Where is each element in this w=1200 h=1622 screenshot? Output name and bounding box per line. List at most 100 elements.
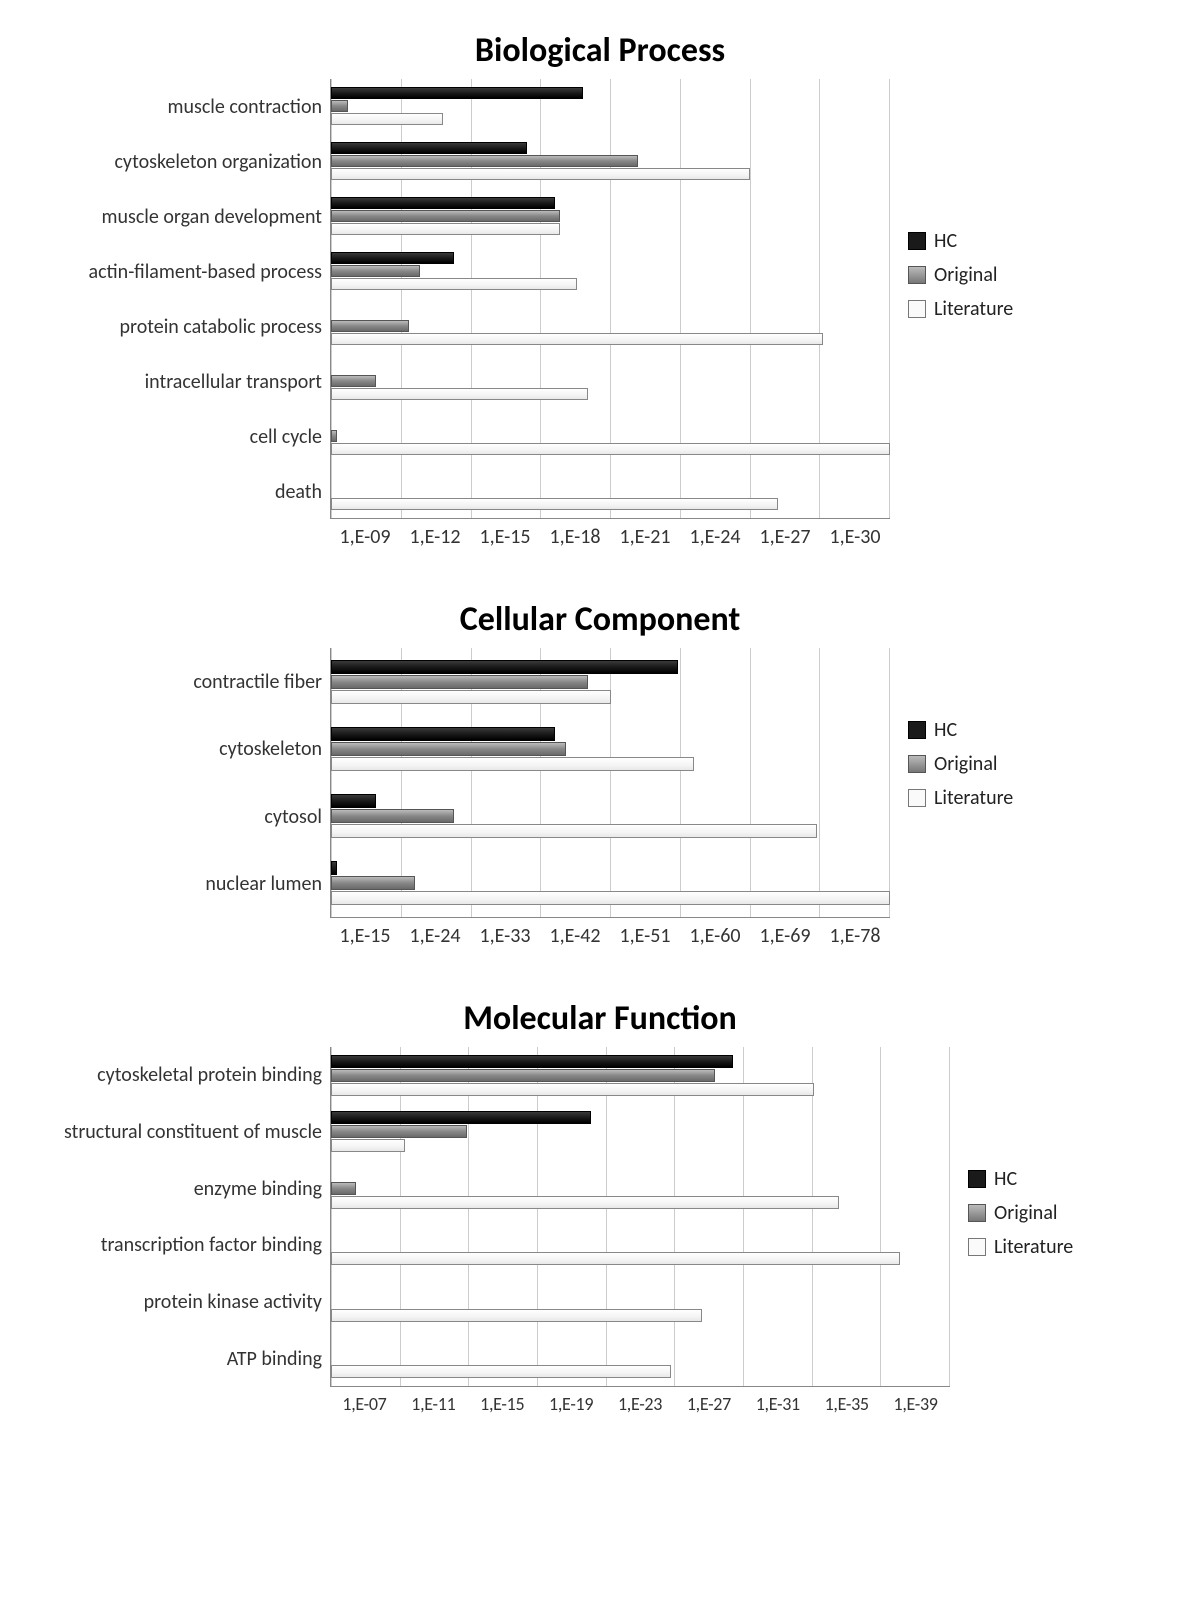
legend-label: HC xyxy=(934,229,957,253)
category-group xyxy=(331,850,890,917)
x-axis-tick: 1,E-69 xyxy=(750,924,820,948)
chart-body: cytoskeletal protein bindingstructural c… xyxy=(20,1047,1180,1415)
y-axis-label: muscle contraction xyxy=(20,79,322,134)
legend-label: Original xyxy=(934,752,998,776)
figure-root: Biological Processmuscle contractioncyto… xyxy=(20,30,1180,1415)
x-axis-tick: 1,E-42 xyxy=(540,924,610,948)
x-axis-tick: 1,E-18 xyxy=(540,525,610,549)
bar-original xyxy=(331,876,415,890)
x-axis-tick: 1,E-78 xyxy=(820,924,890,948)
x-axis-tick: 1,E-07 xyxy=(330,1393,399,1415)
legend-swatch-icon xyxy=(908,721,926,739)
category-group xyxy=(331,408,890,463)
x-axis-ticks: 1,E-091,E-121,E-151,E-181,E-211,E-241,E-… xyxy=(330,525,890,549)
legend-hc: HC xyxy=(968,1167,1073,1191)
bar-hc xyxy=(331,1055,733,1068)
bar-hc xyxy=(331,87,583,99)
bar-original xyxy=(331,1125,467,1138)
legend-swatch-icon xyxy=(908,789,926,807)
category-group xyxy=(331,1160,950,1217)
legend-label: Literature xyxy=(994,1235,1073,1259)
bar-literature xyxy=(331,757,694,771)
category-group xyxy=(331,1273,950,1330)
chart-title: Cellular Component xyxy=(20,599,1180,640)
category-group xyxy=(331,79,890,134)
category-group xyxy=(331,299,890,354)
chart-title: Biological Process xyxy=(20,30,1180,71)
bar-hc xyxy=(331,660,678,674)
plot-area-wrap: 1,E-151,E-241,E-331,E-421,E-511,E-601,E-… xyxy=(330,648,890,948)
bar-original xyxy=(331,675,588,689)
y-axis-labels: contractile fibercytoskeletoncytosolnucl… xyxy=(20,648,330,918)
x-axis-tick: 1,E-51 xyxy=(610,924,680,948)
x-axis-ticks: 1,E-151,E-241,E-331,E-421,E-511,E-601,E-… xyxy=(330,924,890,948)
y-axis-label: actin-filament-based process xyxy=(20,244,322,299)
legend-literature: Literature xyxy=(908,297,1013,321)
y-axis-label: cytoskeletal protein binding xyxy=(20,1047,322,1104)
legend-original: Original xyxy=(908,752,1013,776)
bar-original xyxy=(331,742,566,756)
plot-area xyxy=(330,1047,950,1387)
plot-area-wrap: 1,E-091,E-121,E-151,E-181,E-211,E-241,E-… xyxy=(330,79,890,549)
x-axis-tick: 1,E-21 xyxy=(610,525,680,549)
bar-literature xyxy=(331,388,588,400)
legend-swatch-icon xyxy=(968,1170,986,1188)
y-axis-labels: cytoskeletal protein bindingstructural c… xyxy=(20,1047,330,1387)
plot-area xyxy=(330,648,890,918)
legend-label: HC xyxy=(934,718,957,742)
y-axis-label: cytosol xyxy=(20,783,322,851)
bar-literature xyxy=(331,1083,814,1096)
bar-original xyxy=(331,265,420,277)
chart-block: Molecular Function cytoskeletal protein b… xyxy=(20,998,1180,1415)
bar-literature xyxy=(331,223,560,235)
chart-body: muscle contractioncytoskeleton organizat… xyxy=(20,79,1180,549)
bar-literature xyxy=(331,690,611,704)
chart-block: Cellular Component contractile fibercytos… xyxy=(20,599,1180,948)
y-axis-label: transcription factor binding xyxy=(20,1217,322,1274)
legend-literature: Literature xyxy=(968,1235,1073,1259)
y-axis-label: nuclear lumen xyxy=(20,851,322,919)
bar-literature xyxy=(331,824,817,838)
plot-area xyxy=(330,79,890,519)
legend-swatch-icon xyxy=(908,300,926,318)
legend-literature: Literature xyxy=(908,786,1013,810)
bar-literature xyxy=(331,113,443,125)
bar-original xyxy=(331,320,409,332)
y-axis-label: cytoskeleton xyxy=(20,716,322,784)
x-axis-tick: 1,E-24 xyxy=(680,525,750,549)
bar-hc xyxy=(331,252,454,264)
legend-original: Original xyxy=(908,263,1013,287)
category-group xyxy=(331,1217,950,1274)
x-axis-tick: 1,E-35 xyxy=(812,1393,881,1415)
legend-swatch-icon xyxy=(908,755,926,773)
bar-literature xyxy=(331,1196,839,1209)
x-axis-tick: 1,E-12 xyxy=(400,525,470,549)
x-axis-tick: 1,E-15 xyxy=(470,525,540,549)
x-axis-tick: 1,E-11 xyxy=(399,1393,468,1415)
bar-hc xyxy=(331,861,337,875)
y-axis-label: structural constituent of muscle xyxy=(20,1104,322,1161)
bar-literature xyxy=(331,443,890,455)
bar-literature xyxy=(331,1365,671,1378)
bar-original xyxy=(331,375,376,387)
x-axis-tick: 1,E-27 xyxy=(674,1393,743,1415)
x-axis-tick: 1,E-30 xyxy=(820,525,890,549)
category-group xyxy=(331,463,890,518)
category-group xyxy=(331,1104,950,1161)
legend-label: Original xyxy=(994,1201,1058,1225)
bar-original xyxy=(331,1182,356,1195)
x-axis-ticks: 1,E-071,E-111,E-151,E-191,E-231,E-271,E-… xyxy=(330,1393,950,1415)
category-group xyxy=(331,134,890,189)
bar-original xyxy=(331,809,454,823)
category-group xyxy=(331,783,890,850)
y-axis-label: death xyxy=(20,464,322,519)
legend-label: Literature xyxy=(934,786,1013,810)
chart-title: Molecular Function xyxy=(20,998,1180,1039)
bar-literature xyxy=(331,333,823,345)
chart-body: contractile fibercytoskeletoncytosolnucl… xyxy=(20,648,1180,948)
bar-original xyxy=(331,1069,715,1082)
legend-hc: HC xyxy=(908,718,1013,742)
x-axis-tick: 1,E-15 xyxy=(330,924,400,948)
chart-block: Biological Process muscle contractioncyto… xyxy=(20,30,1180,549)
x-axis-tick: 1,E-31 xyxy=(743,1393,812,1415)
